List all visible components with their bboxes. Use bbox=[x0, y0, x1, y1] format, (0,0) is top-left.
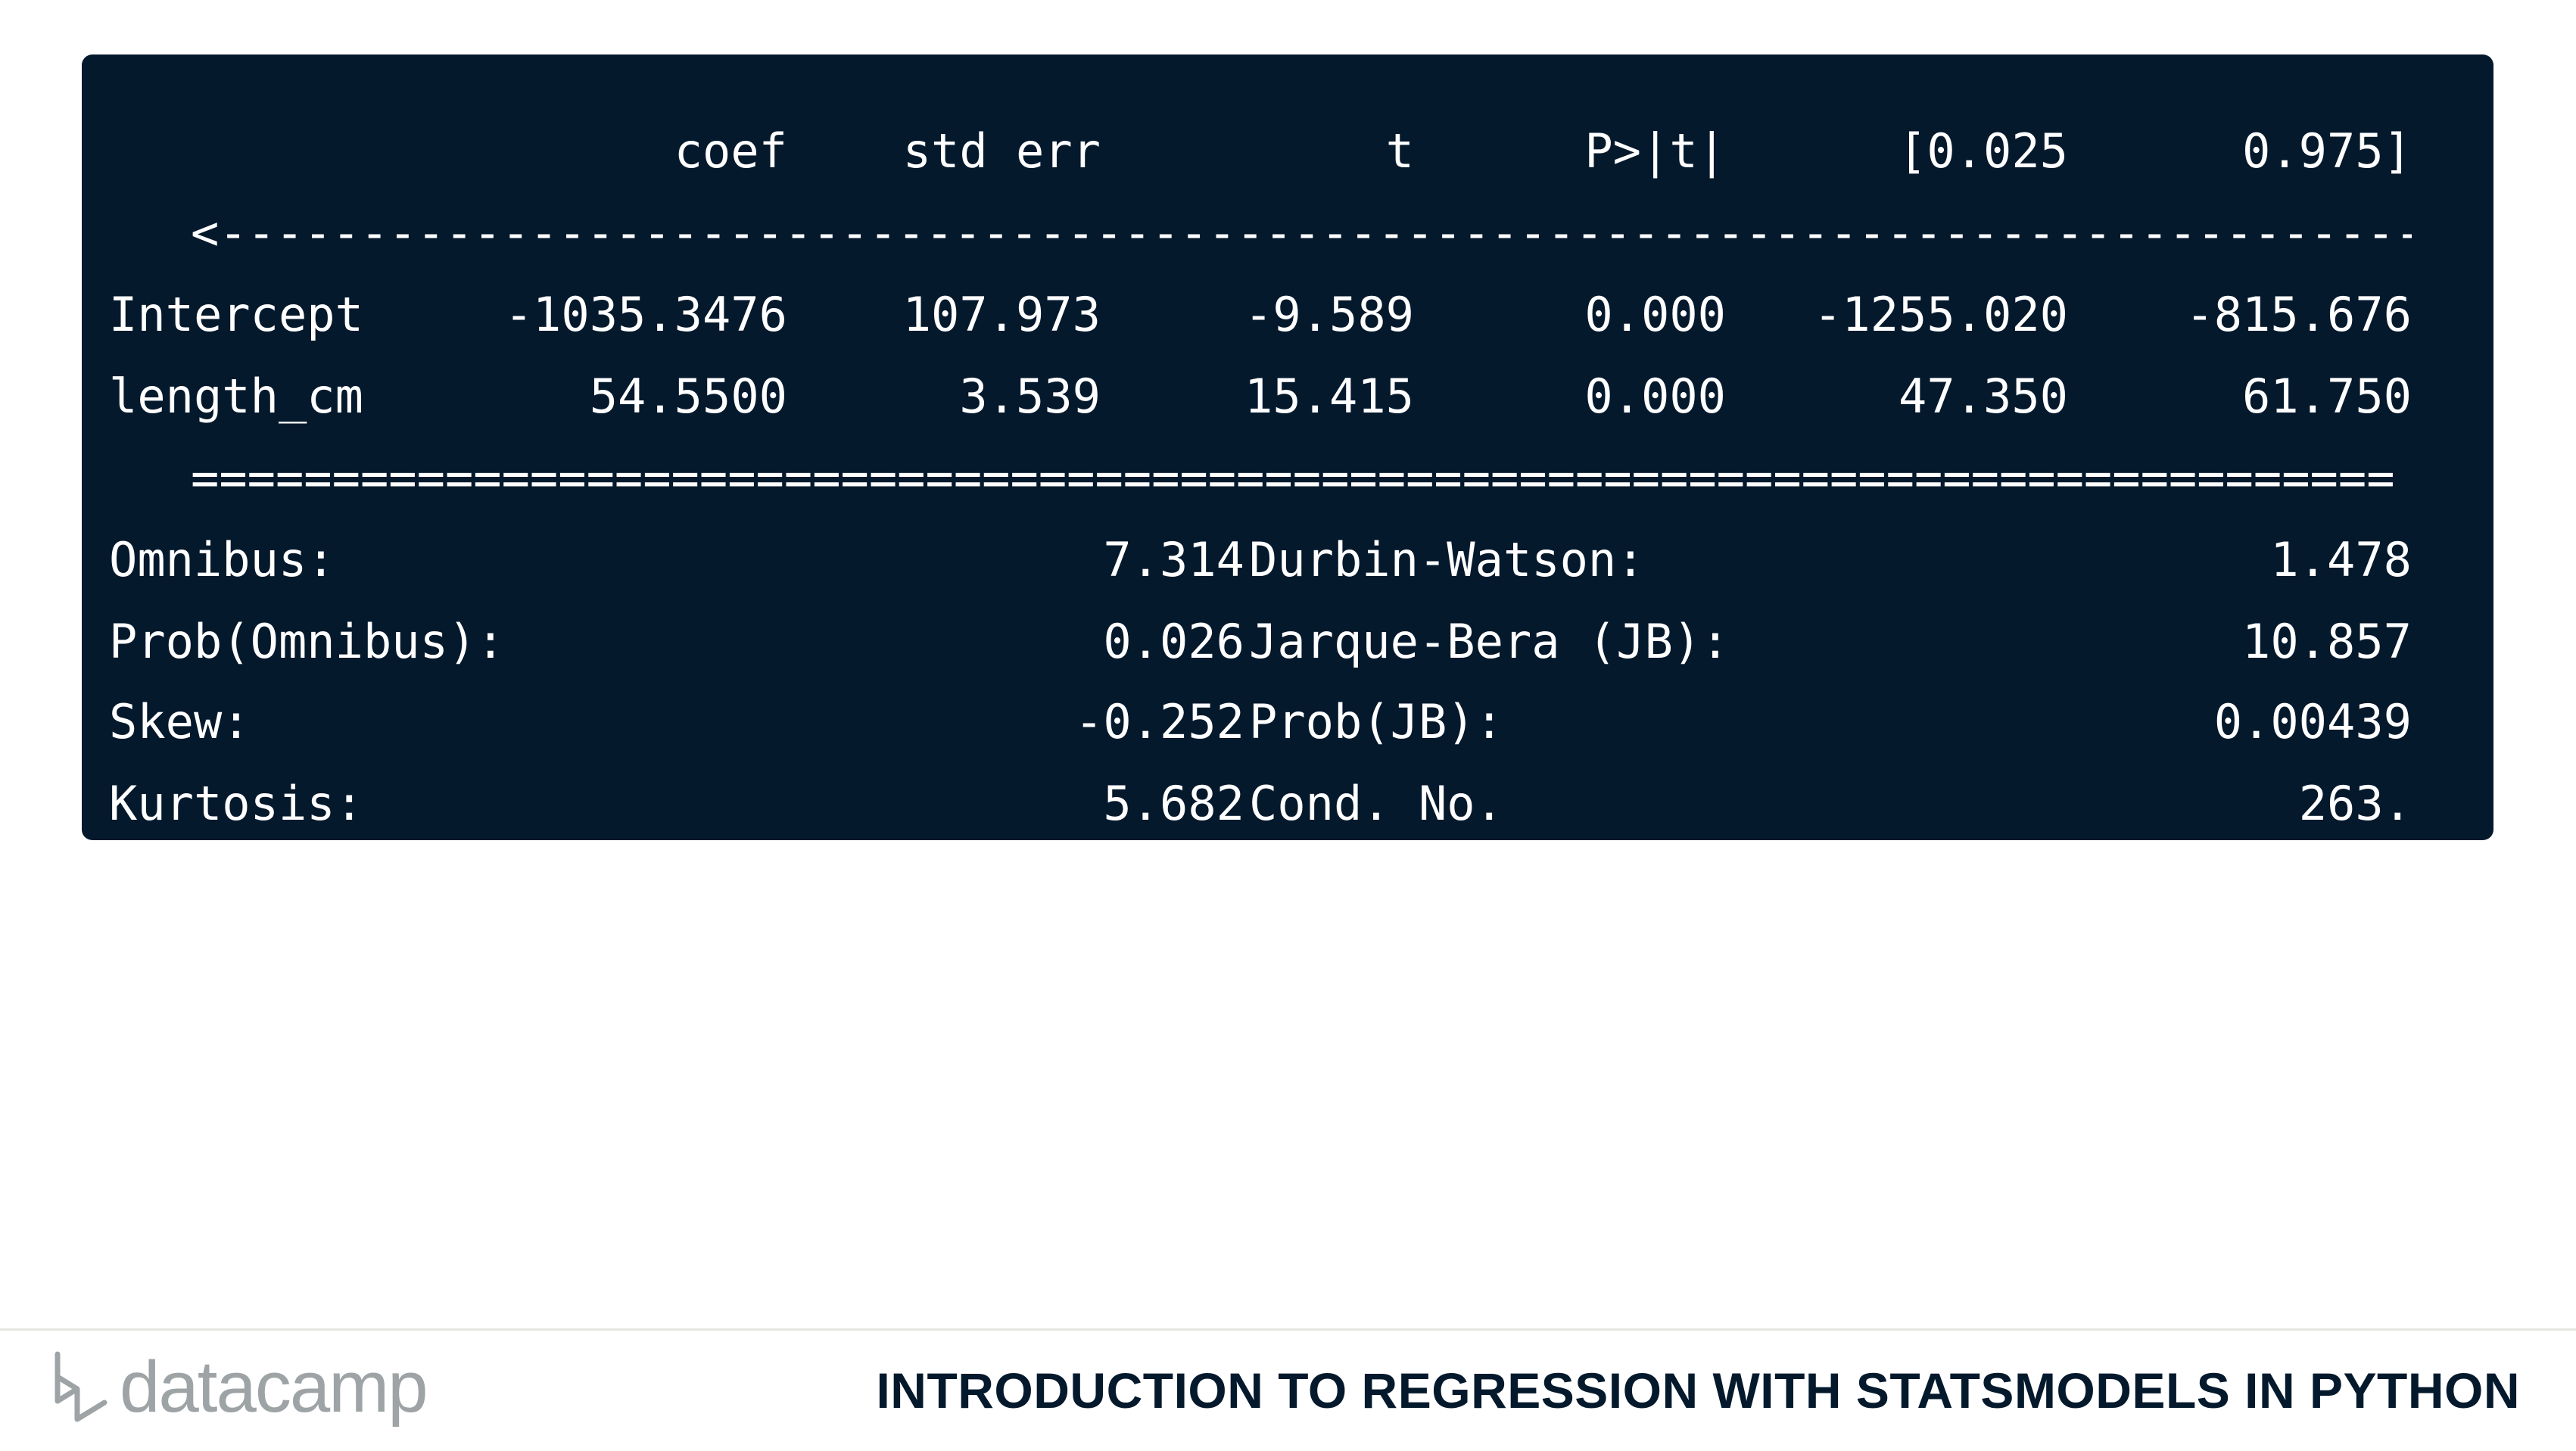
stat-label: Skew: bbox=[109, 694, 251, 749]
stat-label: Omnibus: bbox=[109, 532, 335, 587]
regression-summary-output: coef std err t P>|t| [0.025 0.975] <----… bbox=[82, 54, 2493, 840]
datacamp-logo: datacamp bbox=[51, 1346, 428, 1429]
header-t: t bbox=[1385, 123, 1414, 179]
stat-value: 10.857 bbox=[2242, 614, 2412, 669]
row-t: -9.589 bbox=[1244, 287, 1414, 342]
row-name: Intercept bbox=[109, 287, 363, 342]
row-ci-upper: -815.676 bbox=[2185, 287, 2412, 342]
row-coef: 54.5500 bbox=[589, 369, 787, 424]
header-std-err: std err bbox=[902, 123, 1101, 179]
footer-divider bbox=[0, 1328, 2576, 1331]
stat-label: Kurtosis: bbox=[109, 776, 363, 831]
logo-wordmark: datacamp bbox=[120, 1347, 428, 1428]
row-name: length_cm bbox=[109, 369, 363, 424]
row-ci-lower: 47.350 bbox=[1899, 369, 2068, 424]
row-p-value: 0.000 bbox=[1584, 369, 1726, 424]
datacamp-logo-icon bbox=[55, 1351, 107, 1422]
header-ci-upper: 0.975] bbox=[2242, 123, 2412, 179]
row-p-value: 0.000 bbox=[1584, 287, 1726, 342]
stat-label: Jarque-Bera (JB): bbox=[1249, 614, 1730, 669]
stat-value: 263. bbox=[2298, 776, 2412, 831]
row-t: 15.415 bbox=[1244, 369, 1414, 424]
equals-separator: ========================================… bbox=[191, 450, 2395, 506]
stat-value: 0.026 bbox=[1103, 614, 1244, 669]
stat-label: Durbin-Watson: bbox=[1249, 532, 1645, 587]
stat-label: Prob(JB): bbox=[1249, 694, 1503, 749]
stat-value: 5.682 bbox=[1103, 776, 1244, 831]
stat-value: -0.252 bbox=[1075, 694, 1244, 749]
stat-value: 7.314 bbox=[1103, 532, 1244, 587]
dash-separator: <---------------------------------------… bbox=[191, 205, 2412, 260]
stat-label: Prob(Omnibus): bbox=[109, 614, 505, 669]
row-ci-upper: 61.750 bbox=[2242, 369, 2412, 424]
stat-label: Cond. No. bbox=[1249, 776, 1503, 831]
row-ci-lower: -1255.020 bbox=[1814, 287, 2068, 342]
header-p-value: P>|t| bbox=[1584, 123, 1726, 179]
header-ci-lower: [0.025 bbox=[1899, 123, 2068, 179]
row-coef: -1035.3476 bbox=[504, 287, 787, 342]
row-std-err: 3.539 bbox=[959, 369, 1101, 424]
header-coef: coef bbox=[674, 123, 787, 179]
stat-value: 0.00439 bbox=[2213, 694, 2412, 749]
course-title: INTRODUCTION TO REGRESSION WITH STATSMOD… bbox=[876, 1362, 2520, 1418]
row-std-err: 107.973 bbox=[902, 287, 1101, 342]
stat-value: 1.478 bbox=[2270, 532, 2412, 587]
